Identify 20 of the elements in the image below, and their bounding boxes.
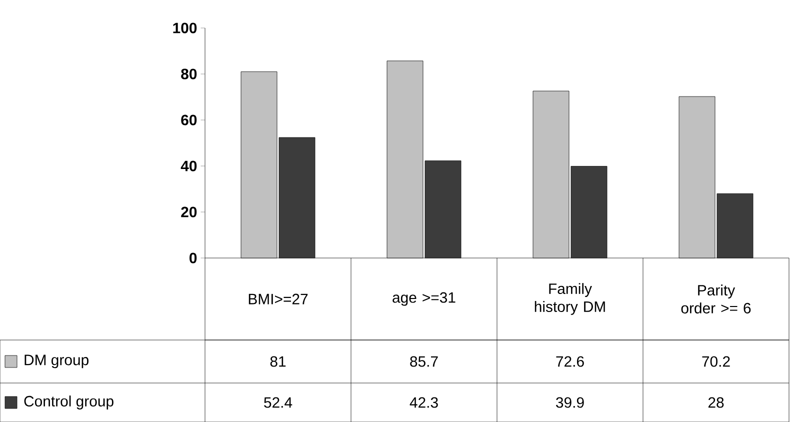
y-tick-label: 80: [181, 68, 197, 80]
x-tick-label: Parity order >= 6: [681, 284, 751, 314]
data-label: 72.6: [556, 356, 584, 367]
x-tick-label: Family history DM: [534, 283, 605, 315]
legend-label: DM group: [24, 354, 88, 368]
y-tick-label: 100: [173, 22, 197, 34]
data-label: 39.9: [556, 397, 584, 408]
data-label: 42.3: [410, 397, 438, 408]
y-tick-label: 60: [181, 114, 197, 126]
data-label: 28: [708, 397, 724, 408]
data-label: 70.2: [702, 356, 730, 367]
legend-label: Control group: [24, 396, 114, 410]
data-label: 85.7: [410, 356, 438, 367]
x-tick-label: age >=31: [392, 292, 456, 306]
y-tick-label: 40: [180, 160, 197, 172]
y-tick-label: 0: [190, 252, 197, 264]
data-label: 52.4: [264, 397, 292, 408]
x-tick-label: BMI>=27: [248, 294, 308, 304]
y-tick-label: 20: [181, 206, 197, 218]
data-label: 81: [270, 356, 286, 367]
